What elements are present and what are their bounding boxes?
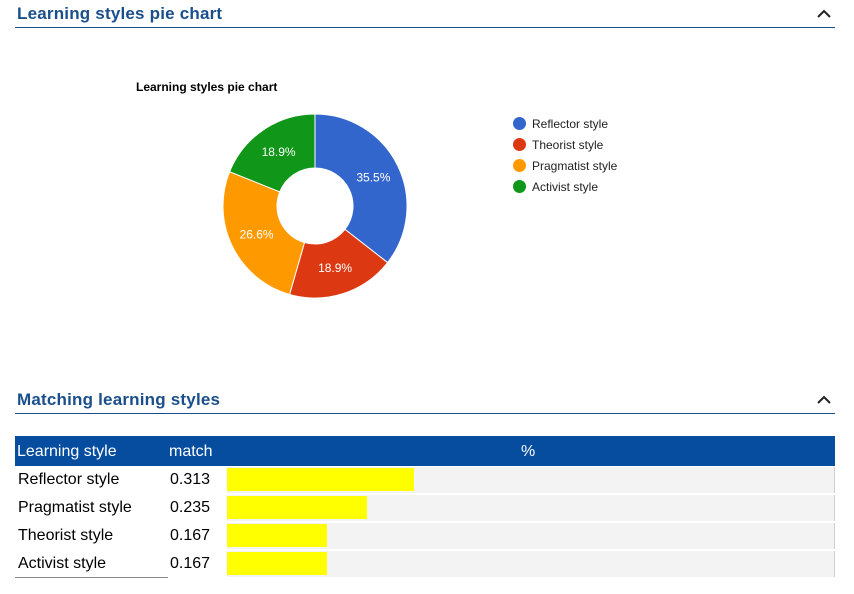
legend-label: Pragmatist style: [532, 158, 618, 173]
percent-bar-fill: [227, 468, 414, 491]
cell-match: 0.167: [168, 550, 227, 578]
percent-bar-fill: [227, 552, 327, 575]
legend-item[interactable]: Reflector style: [513, 113, 617, 134]
legend-dot-icon: [513, 138, 526, 151]
table-header: Learning style match %: [15, 436, 835, 466]
legend-dot-icon: [513, 159, 526, 172]
cell-learning-style: Theorist style: [15, 522, 168, 550]
chart-title: Learning styles pie chart: [136, 80, 278, 94]
legend-item[interactable]: Activist style: [513, 176, 617, 197]
header-match: match: [169, 443, 213, 460]
slice-label: 18.9%: [262, 145, 296, 159]
chevron-up-icon[interactable]: [815, 391, 833, 409]
table-row: Pragmatist style 0.235: [15, 494, 835, 522]
legend-dot-icon: [513, 117, 526, 130]
cell-percent-bar: [227, 523, 835, 549]
legend-label: Reflector style: [532, 116, 609, 131]
pie-section-title: Learning styles pie chart: [17, 4, 223, 23]
cell-percent-bar: [227, 551, 835, 577]
cell-learning-style: Pragmatist style: [15, 494, 168, 522]
matching-section-header: Matching learning styles: [15, 386, 835, 414]
cell-match: 0.167: [168, 522, 227, 550]
legend-dot-icon: [513, 180, 526, 193]
table-body: Reflector style 0.313 Pragmatist style 0.23…: [15, 466, 835, 578]
pie-chart: 35.5% 18.9% 26.6% 18.9% Learning styles pie…: [136, 80, 617, 299]
header-learning-style: Learning style: [17, 443, 117, 460]
pie-slice-activist-style[interactable]: [228, 113, 316, 193]
table-row: Reflector style 0.313: [15, 466, 835, 494]
chevron-up-icon[interactable]: [815, 5, 833, 23]
matching-table: Learning style match % Reflector style 0.…: [15, 436, 835, 578]
table-row: Activist style 0.167: [15, 550, 835, 578]
pie-chart-svg: 35.5% 18.9% 26.6% 18.9%: [222, 113, 408, 299]
pie-slice-pragmatist-style[interactable]: [222, 171, 306, 296]
slice-label: 26.6%: [240, 228, 274, 242]
pie-slice-reflector-style[interactable]: [314, 113, 408, 264]
table-row: Theorist style 0.167: [15, 522, 835, 550]
cell-match: 0.235: [168, 494, 227, 522]
legend-item[interactable]: Pragmatist style: [513, 155, 617, 176]
pie-slice-theorist-style[interactable]: [288, 228, 389, 299]
slice-label: 18.9%: [318, 261, 352, 275]
percent-bar-fill: [227, 496, 368, 519]
legend-item[interactable]: Theorist style: [513, 134, 617, 155]
cell-learning-style: Reflector style: [15, 466, 168, 494]
cell-match: 0.313: [168, 466, 227, 494]
chart-legend: Reflector style Theorist style Pragmatist …: [513, 113, 617, 197]
pie-section-header: Learning styles pie chart: [15, 0, 835, 28]
legend-label: Theorist style: [532, 137, 604, 152]
cell-percent-bar: [227, 495, 835, 521]
slice-label: 35.5%: [356, 170, 390, 184]
cell-learning-style: Activist style: [15, 550, 168, 578]
cell-percent-bar: [227, 467, 835, 493]
matching-section-title: Matching learning styles: [17, 390, 221, 409]
header-percent: %: [521, 443, 536, 460]
legend-label: Activist style: [532, 179, 599, 194]
percent-bar-fill: [227, 524, 327, 547]
